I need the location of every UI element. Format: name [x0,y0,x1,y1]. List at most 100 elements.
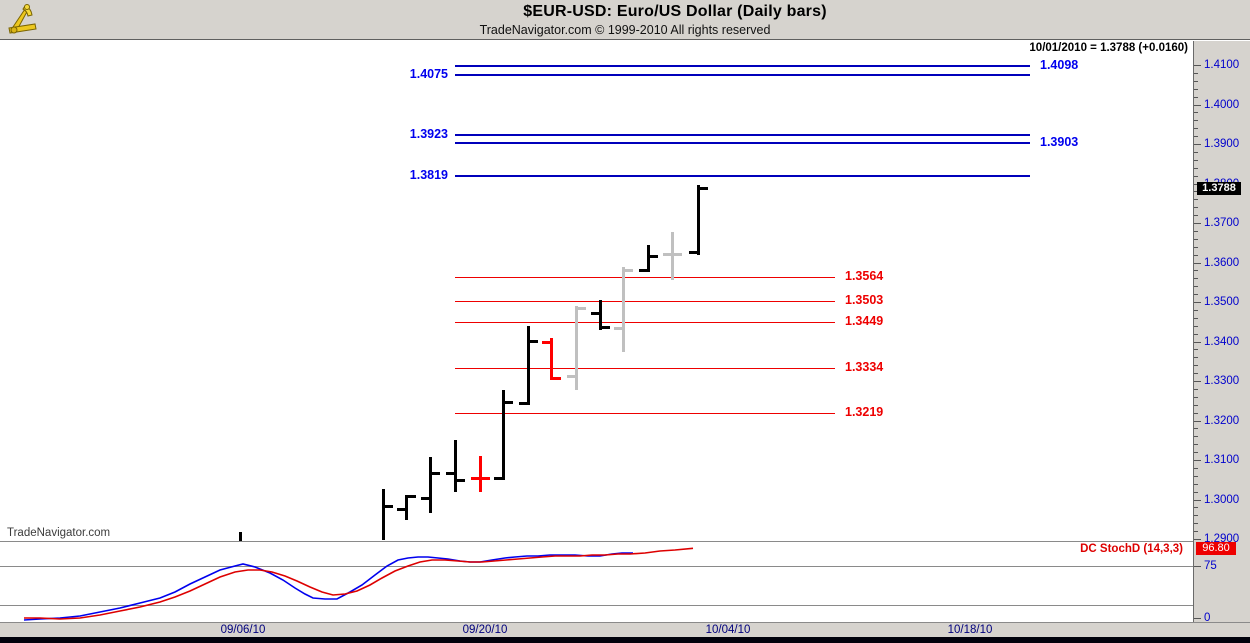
ohlc-close-tick [649,255,658,259]
level-line-resistance[interactable] [455,174,1030,177]
ohlc-close-tick [673,252,682,256]
axis-price-label: 1.3100 [1204,454,1240,466]
axis-price-label: 1.3700 [1204,217,1240,229]
level-line-resistance[interactable] [455,64,1030,67]
axis-tick [1194,207,1198,209]
axis-tick [1194,467,1198,469]
price-bar [575,305,578,391]
axis-tick [1194,151,1198,153]
axis-tick [1194,246,1198,248]
price-bar [647,245,650,272]
axis-tick [1194,325,1198,327]
ohlc-close-tick [456,479,465,483]
axis-tick [1194,199,1198,201]
axis-tick [1194,104,1201,106]
level-line-resistance[interactable] [455,73,1030,76]
price-bar [502,390,505,481]
axis-tick [1194,302,1201,303]
price-bar [527,326,530,406]
watermark: TradeNavigator.com [7,527,111,539]
window-bottom-edge [0,637,1250,643]
app-logo-icon[interactable] [5,2,41,38]
axis-tick [1194,167,1198,169]
ohlc-open-tick [494,477,503,481]
axis-tick [1194,365,1198,367]
stochastic-pane[interactable] [0,542,1193,622]
axis-tick [1194,381,1201,382]
level-line-resistance[interactable] [455,133,1030,136]
axis-tick [1194,428,1198,430]
axis-tick [1194,191,1198,193]
resistance-level-label: 1.3819 [409,167,448,182]
support-level-label: 1.3334 [845,359,884,374]
axis-tick [1194,128,1198,130]
axis-tick [1194,475,1198,477]
axis-tick [1194,136,1198,138]
axis-tick [1194,254,1198,256]
axis-tick [1194,349,1198,351]
level-line-support[interactable] [455,322,835,324]
indicator-gridline [0,605,1193,606]
axis-tick [1194,444,1198,446]
resistance-level-label: 1.3903 [1040,134,1079,149]
axis-price-label: 1.3600 [1204,256,1240,269]
stoch-k-line [23,552,633,621]
support-level-label: 1.3449 [845,314,884,329]
ohlc-close-tick [624,269,633,272]
quote-readout: 10/01/2010 = 1.3788 (+0.0160) [1029,42,1188,54]
date-label: 09/20/10 [462,624,508,636]
price-bar [405,494,408,521]
ohlc-open-tick [519,402,528,406]
level-line-support[interactable] [455,276,835,278]
axis-tick [1194,262,1201,264]
axis-tick [1194,388,1198,390]
indicator-gridline [0,566,1193,567]
axis-tick [1194,523,1198,525]
date-label: 10/18/10 [947,624,993,636]
chart-header: $EUR-USD: Euro/US Dollar (Daily bars) Tr… [0,0,1250,40]
axis-tick [1194,120,1198,122]
ohlc-close-tick [407,494,416,498]
date-axis[interactable]: 09/06/10 09/20/10 10/04/10 10/18/10 [0,622,1250,637]
ohlc-close-tick [384,504,393,508]
ohlc-close-tick [552,376,561,380]
stoch-d-line [24,547,694,620]
support-level-label: 1.3564 [845,268,884,283]
axis-tick [1194,341,1201,343]
price-axis[interactable]: 1.41001.40001.39001.38001.37001.36001.35… [1193,41,1250,624]
price-bar [429,456,432,513]
indicator-label: DC StochD (14,3,3) [1080,543,1183,555]
axis-tick [1194,412,1198,414]
price-bar [239,531,242,541]
axis-tick [1194,531,1198,533]
date-label: 09/06/10 [220,624,266,636]
indicator-value-box: 96.80 [1196,542,1236,556]
axis-tick [1194,491,1198,493]
price-bar [622,266,625,353]
ohlc-open-tick [567,374,576,378]
chart-title: $EUR-USD: Euro/US Dollar (Daily bars) [523,3,827,20]
level-line-support[interactable] [455,412,835,414]
axis-tick [1194,404,1198,406]
axis-tick [1194,539,1201,540]
axis-price-label: 1.3200 [1204,414,1240,427]
last-price-box: 1.3788 [1197,182,1241,196]
level-line-resistance[interactable] [455,141,1030,144]
pane-separator[interactable] [0,541,1250,542]
axis-tick [1194,452,1198,454]
axis-tick [1194,72,1198,74]
axis-price-label: 1.3400 [1204,335,1240,348]
ohlc-open-tick [471,477,480,481]
price-bar [382,488,385,540]
axis-tick [1194,144,1201,145]
price-bar [479,456,482,492]
resistance-level-label: 1.4075 [409,66,448,81]
axis-price-label: 1.3900 [1204,138,1240,150]
level-line-support[interactable] [455,367,835,369]
axis-tick [1194,88,1198,90]
axis-price-label: 1.3300 [1204,375,1240,387]
level-line-support[interactable] [455,300,835,302]
axis-tick [1194,309,1198,311]
ohlc-close-tick [504,400,513,404]
